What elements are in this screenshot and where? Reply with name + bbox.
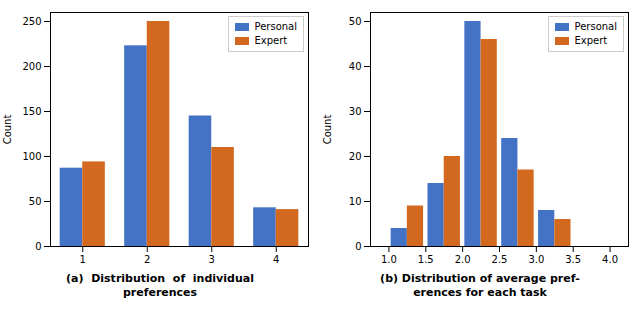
html-text:Expert: Expert xyxy=(574,35,608,46)
svg-text:20: 20 xyxy=(349,151,362,162)
svg-text:0: 0 xyxy=(35,241,41,252)
html-text:Personal: Personal xyxy=(574,21,617,32)
svg-text:3: 3 xyxy=(209,254,215,265)
svg-text:2: 2 xyxy=(144,254,150,265)
svg-text:50: 50 xyxy=(349,16,362,27)
svg-text:2.5: 2.5 xyxy=(492,254,508,265)
html-text:preferences: preferences xyxy=(122,286,198,299)
svg-text:4.0: 4.0 xyxy=(602,254,618,265)
svg-text:250: 250 xyxy=(22,16,41,27)
svg-text:3.0: 3.0 xyxy=(528,254,544,265)
svg-text:100: 100 xyxy=(22,151,41,162)
svg-text:Count: Count xyxy=(322,115,333,145)
svg-text:40: 40 xyxy=(349,61,362,72)
svg-text:30: 30 xyxy=(349,106,362,117)
svg-text:200: 200 xyxy=(22,61,41,72)
html-text:(a) Distribution of individual: (a) Distribution of individual xyxy=(66,272,254,285)
svg-text:0: 0 xyxy=(355,241,361,252)
svg-text:1.5: 1.5 xyxy=(418,254,434,265)
svg-text:3.5: 3.5 xyxy=(565,254,581,265)
html-text:Personal: Personal xyxy=(254,21,297,32)
html-text:Expert: Expert xyxy=(254,35,288,46)
html-text:(b) Distribution of average pr: (b) Distribution of average pref- xyxy=(380,272,580,285)
svg-text:Count: Count xyxy=(2,115,13,145)
svg-text:150: 150 xyxy=(22,106,41,117)
svg-text:2.0: 2.0 xyxy=(455,254,471,265)
svg-text:50: 50 xyxy=(29,196,42,207)
svg-text:4: 4 xyxy=(273,254,279,265)
svg-text:1: 1 xyxy=(80,254,86,265)
html-text:erences for each task: erences for each task xyxy=(413,286,547,299)
svg-text:10: 10 xyxy=(349,196,362,207)
svg-text:1.0: 1.0 xyxy=(381,254,397,265)
